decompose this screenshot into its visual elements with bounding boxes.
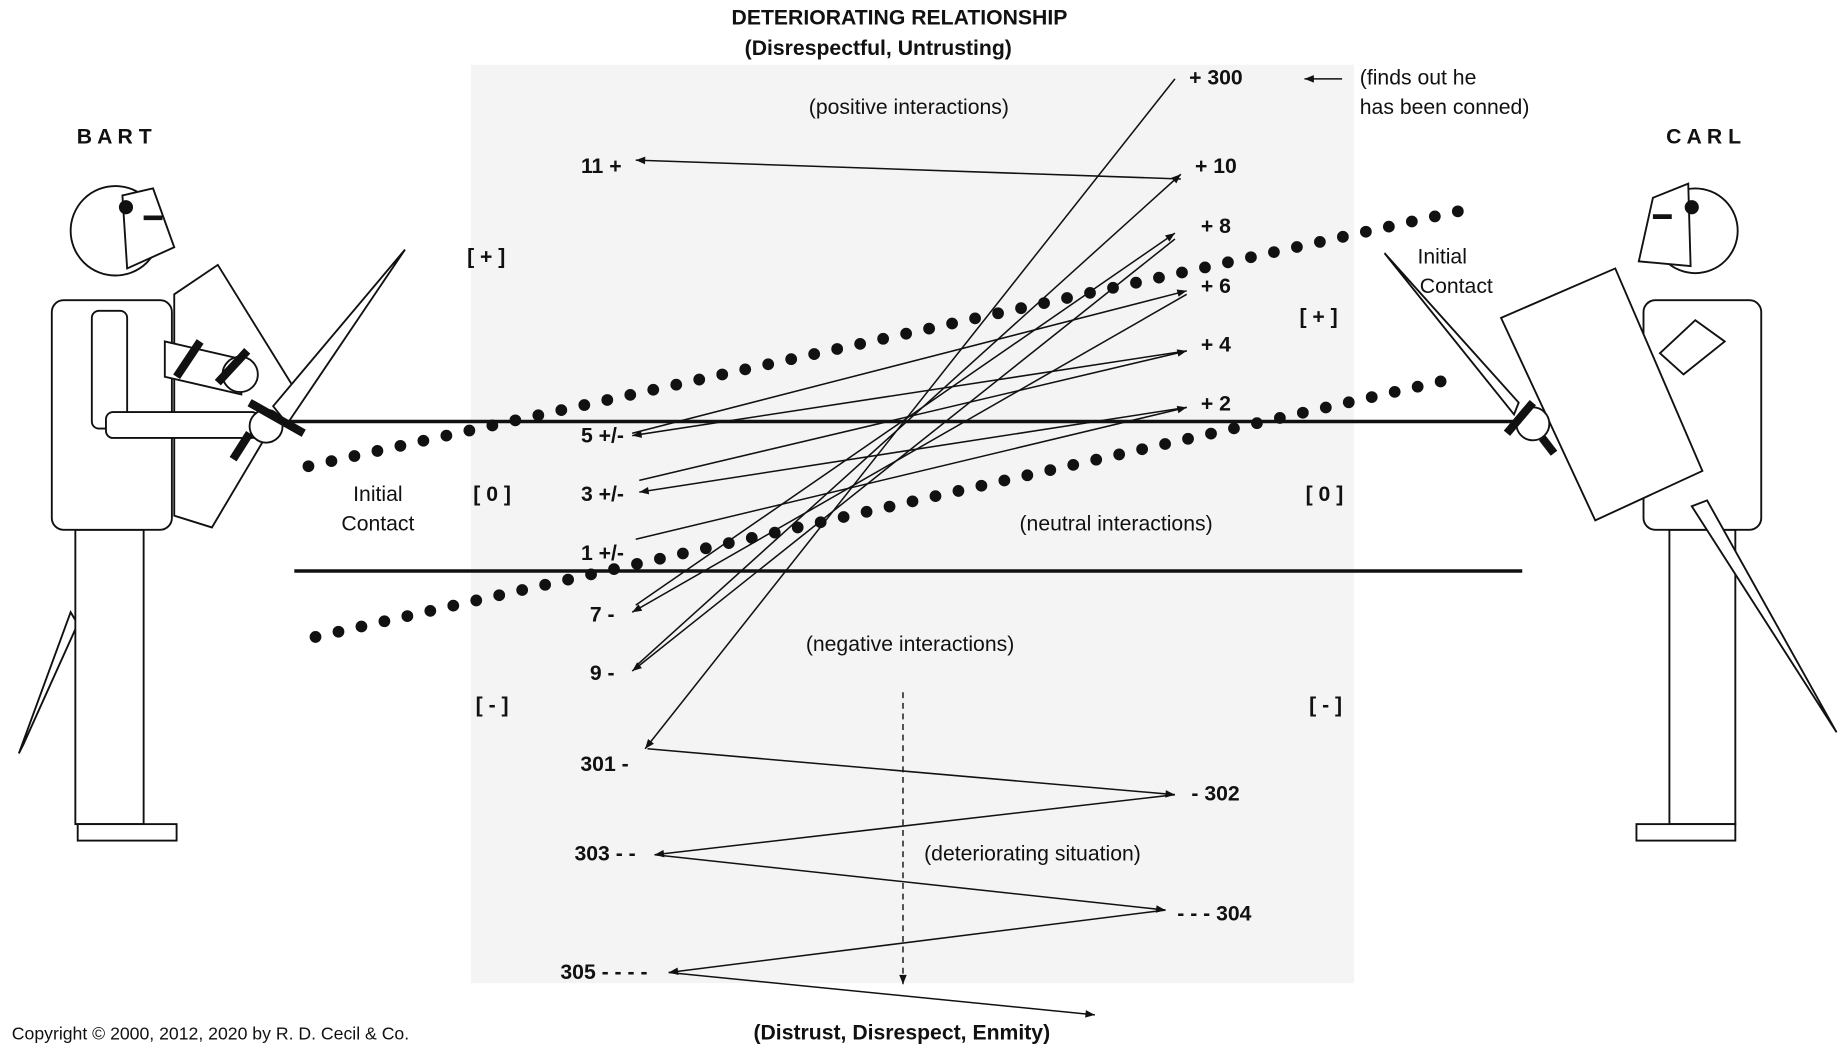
node-label: - 302 (1191, 782, 1239, 805)
initial-contact: Contact (341, 513, 414, 536)
level-label: [ - ] (1309, 694, 1342, 717)
title: DETERIORATING RELATIONSHIP (732, 6, 1068, 29)
diagram: DETERIORATING RELATIONSHIP (Disrespectfu… (0, 0, 1846, 1049)
initial-contact: Initial (353, 483, 402, 506)
note: has been conned) (1360, 96, 1530, 119)
node-label: + 300 (1189, 66, 1243, 89)
level-label: [ 0 ] (1306, 483, 1344, 506)
node-label: 3 +/- (581, 483, 624, 506)
node-label: 301 - (580, 753, 628, 776)
initial-contact: Initial (1417, 245, 1466, 268)
level-label: [ 0 ] (473, 483, 511, 506)
node-label: + 4 (1201, 334, 1231, 357)
node-label: + 2 (1201, 393, 1231, 416)
node-label: 303 - - (574, 842, 635, 865)
level-label: [ - ] (476, 694, 509, 717)
zone-label: (deteriorating situation) (924, 842, 1141, 865)
zone-label: (positive interactions) (809, 96, 1009, 119)
person-name: B A R T (77, 125, 152, 148)
level-label: [ + ] (467, 245, 505, 268)
node-label: 5 +/- (581, 424, 624, 447)
node-label: 305 - - - - (560, 961, 647, 984)
note: (finds out he (1360, 66, 1477, 89)
copyright: Copyright © 2000, 2012, 2020 by R. D. Ce… (12, 1024, 409, 1044)
person-name: C A R L (1666, 125, 1741, 148)
node-label: 7 - (590, 603, 615, 626)
footer-title: (Distrust, Disrespect, Enmity) (753, 1021, 1050, 1044)
node-label: + 6 (1201, 275, 1231, 298)
node-label: 9 - (590, 662, 615, 685)
level-label: [ + ] (1299, 305, 1337, 328)
node-label: 11 + (581, 155, 622, 178)
subtitle: (Disrespectful, Untrusting) (745, 37, 1012, 60)
zone-label: (negative interactions) (806, 633, 1014, 656)
node-label: 1 +/- (581, 542, 624, 565)
node-label: + 8 (1201, 215, 1231, 238)
initial-contact: Contact (1420, 275, 1493, 298)
node-label: + 10 (1195, 155, 1237, 178)
node-label: - - - 304 (1177, 902, 1251, 925)
zone-label: (neutral interactions) (1020, 513, 1213, 536)
